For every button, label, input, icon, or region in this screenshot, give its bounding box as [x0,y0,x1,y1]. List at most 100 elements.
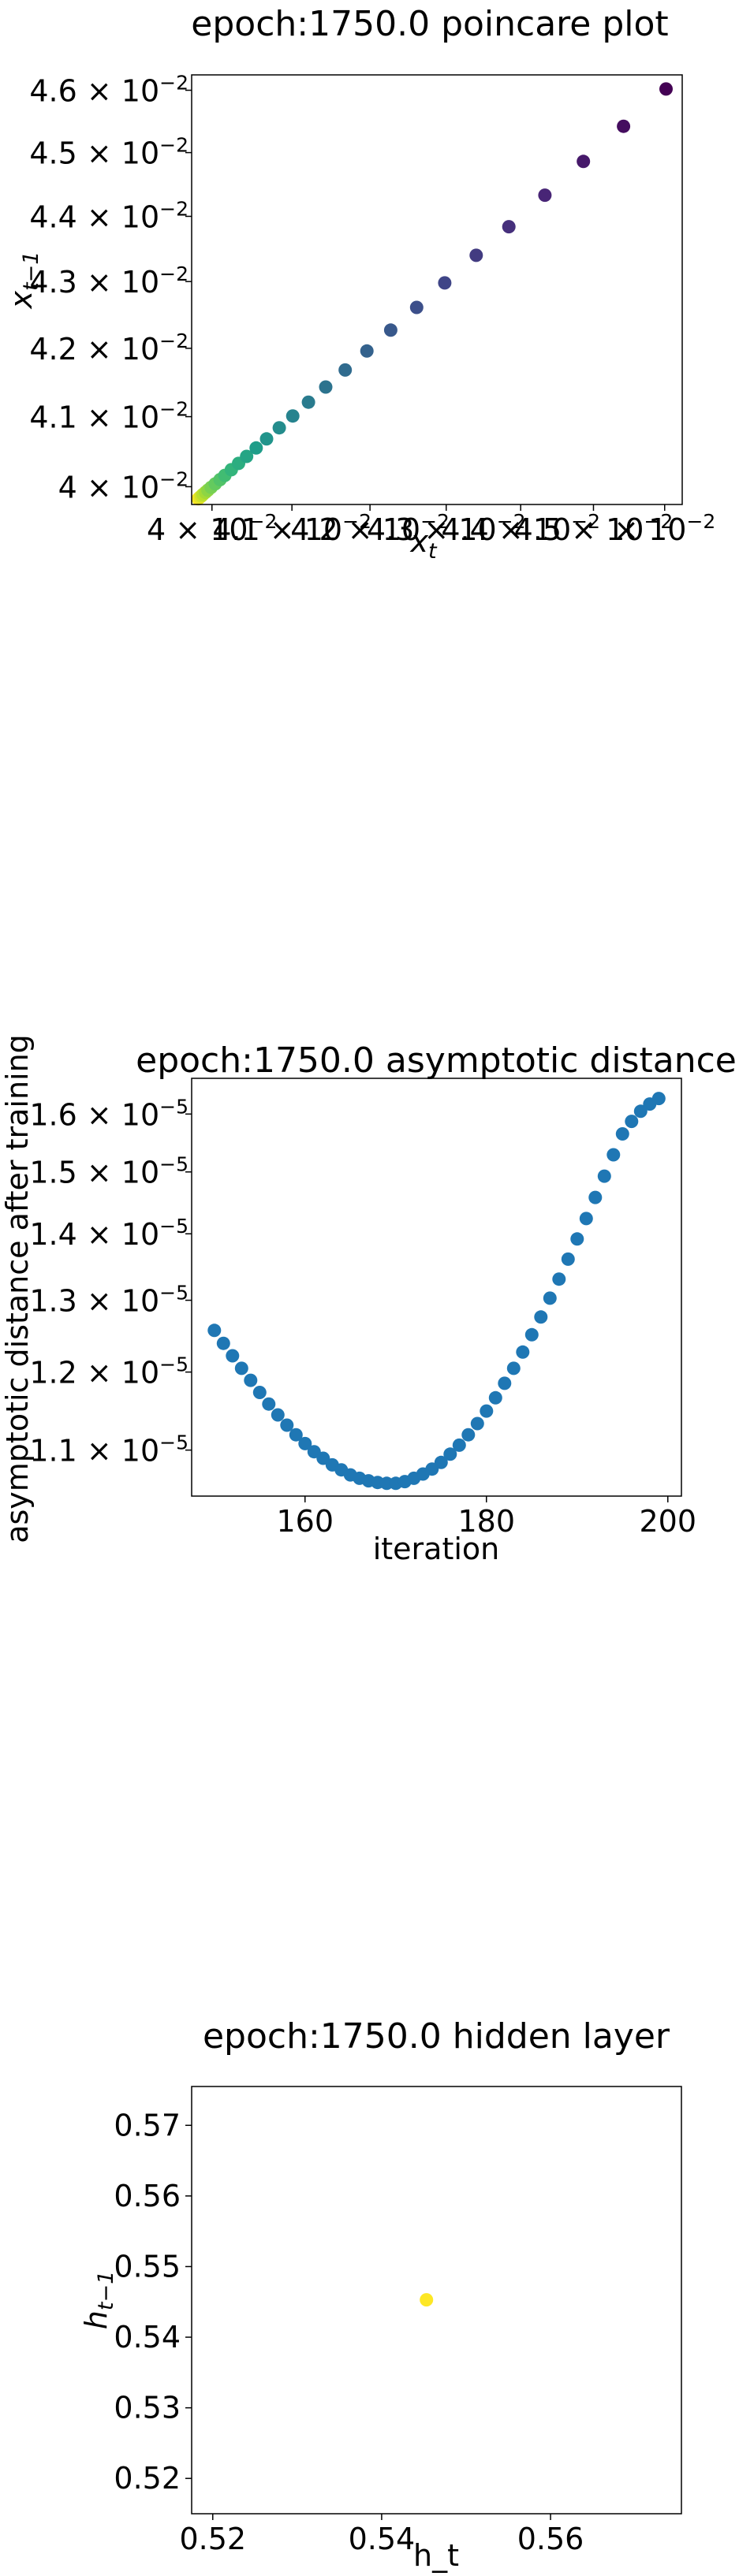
data-point [480,1404,494,1418]
data-point [498,1376,512,1390]
data-point [538,188,552,203]
data-point [338,363,353,377]
data-point [659,82,673,96]
hidden-layer-chart: epoch:1750.0 hidden layer 0.52 0.54 0.56 0… [79,2016,682,2573]
y-tick-label: 1.5 × 10−5 [29,1153,188,1190]
x-ticks: 0.52 0.54 0.56 [179,2514,584,2556]
y-axis-label: asymptotic distance after training [0,1034,35,1543]
data-point [280,1418,294,1432]
y-tick-label: 4.5 × 10−2 [29,134,188,171]
data-point [561,1252,575,1266]
x-tick-label: 4.1 × 10−2 [212,510,371,547]
y-ticks: 4 × 10−2 4.1 × 10−2 4.2 × 10−2 4.3 × 10−2 4.… [29,72,192,504]
y-tick-label: 0.52 [114,2461,181,2496]
data-point [552,1272,566,1286]
data-point [286,409,300,423]
y-tick-label: 0.53 [114,2391,181,2425]
y-tick-label: 0.55 [114,2249,181,2284]
data-point [319,380,333,394]
x-tick-label: 4.3 × 10−2 [367,510,526,547]
data-point [597,1169,611,1183]
plot-frame [191,74,683,505]
data-point [452,1438,466,1452]
y-axis-label: xt−1 [4,251,43,310]
chart-title: epoch:1750.0 poincare plot [191,4,668,44]
chart-title: epoch:1750.0 hidden layer [203,2016,670,2057]
data-point [615,1127,629,1141]
data-point [588,1190,603,1204]
data-point [249,441,263,455]
data-point [409,300,424,315]
data-point [625,1115,639,1129]
data-point [438,276,452,290]
y-tick-label: 0.56 [114,2179,181,2213]
data-points [420,2293,434,2307]
data-point [207,1323,222,1338]
y-tick-label: 4 × 10−2 [58,467,188,504]
data-point [443,1447,457,1461]
x-axis-label: iteration [373,1532,500,1566]
x-tick-label: 4 × 10−2 [147,510,277,547]
y-tick-label: 1.3 × 10−5 [29,1282,188,1319]
plot-frame [191,2086,682,2515]
data-point [570,1232,584,1246]
data-point [516,1345,530,1359]
asymptotic-distance-chart: epoch:1750.0 asymptotic distance 160 180 2… [0,1034,737,1566]
data-point [234,1361,248,1375]
data-point [289,1428,303,1442]
data-point [226,1349,240,1363]
data-point [259,432,274,446]
data-point [216,1336,230,1350]
y-tick-label: 4.4 × 10−2 [29,197,188,234]
y-tick-label: 1.1 × 10−5 [29,1431,188,1469]
x-tick-label: 0.52 [179,2522,246,2556]
data-point [383,323,397,337]
chart-title: epoch:1750.0 asymptotic distance [136,1040,737,1081]
data-points [191,82,673,506]
data-point [244,1373,258,1387]
y-tick-label: 1.6 × 10−5 [29,1095,188,1132]
y-tick-label: 4.1 × 10−2 [29,398,188,435]
data-point [301,395,315,409]
y-tick-label: 4.2 × 10−2 [29,329,188,367]
data-point [252,1386,267,1399]
data-point [543,1291,557,1305]
x-tick-label: 4.4 × 10−2 [441,510,600,547]
data-point [240,449,254,463]
y-ticks: 0.52 0.53 0.54 0.55 0.56 0.57 [114,2108,192,2496]
y-tick-label: 1.4 × 10−5 [29,1215,188,1252]
data-point [360,344,374,358]
data-point [469,248,483,262]
x-axis-label: xt [409,524,438,564]
x-tick-label: 160 [276,1504,334,1539]
data-point [577,154,591,169]
data-point [271,1408,285,1422]
y-tick-label: 1.2 × 10−5 [29,1353,188,1390]
plot-frame [191,1078,682,1497]
y-ticks: 1.1 × 10−5 1.2 × 10−5 1.3 × 10−5 1.4 × 10−5… [29,1095,192,1469]
data-point [502,220,516,234]
data-point [617,119,631,133]
x-tick-label: 4.5 × 10−2 [514,510,674,547]
x-tick-label: × 10−2 [614,510,715,547]
y-tick-label: 4.3 × 10−2 [29,262,188,300]
y-tick-label: 4.6 × 10−2 [29,72,188,109]
y-tick-label: 0.54 [114,2320,181,2355]
x-ticks: 160 180 200 [276,1496,696,1539]
poincare-chart: epoch:1750.0 poincare plot 4 × 10−24.1 ×… [4,4,715,564]
data-point [420,2293,434,2307]
data-point [607,1148,621,1162]
data-point [579,1212,593,1226]
data-point [651,1092,666,1106]
data-point [434,1455,448,1469]
x-axis-label: h_t [413,2538,459,2573]
x-tick-label: 4.2 × 10−2 [290,510,450,547]
data-point [524,1327,539,1342]
x-tick-label: 200 [639,1504,696,1539]
data-point [461,1428,476,1442]
data-point [506,1361,521,1375]
y-tick-label: 0.57 [114,2108,181,2142]
data-point [272,421,286,435]
